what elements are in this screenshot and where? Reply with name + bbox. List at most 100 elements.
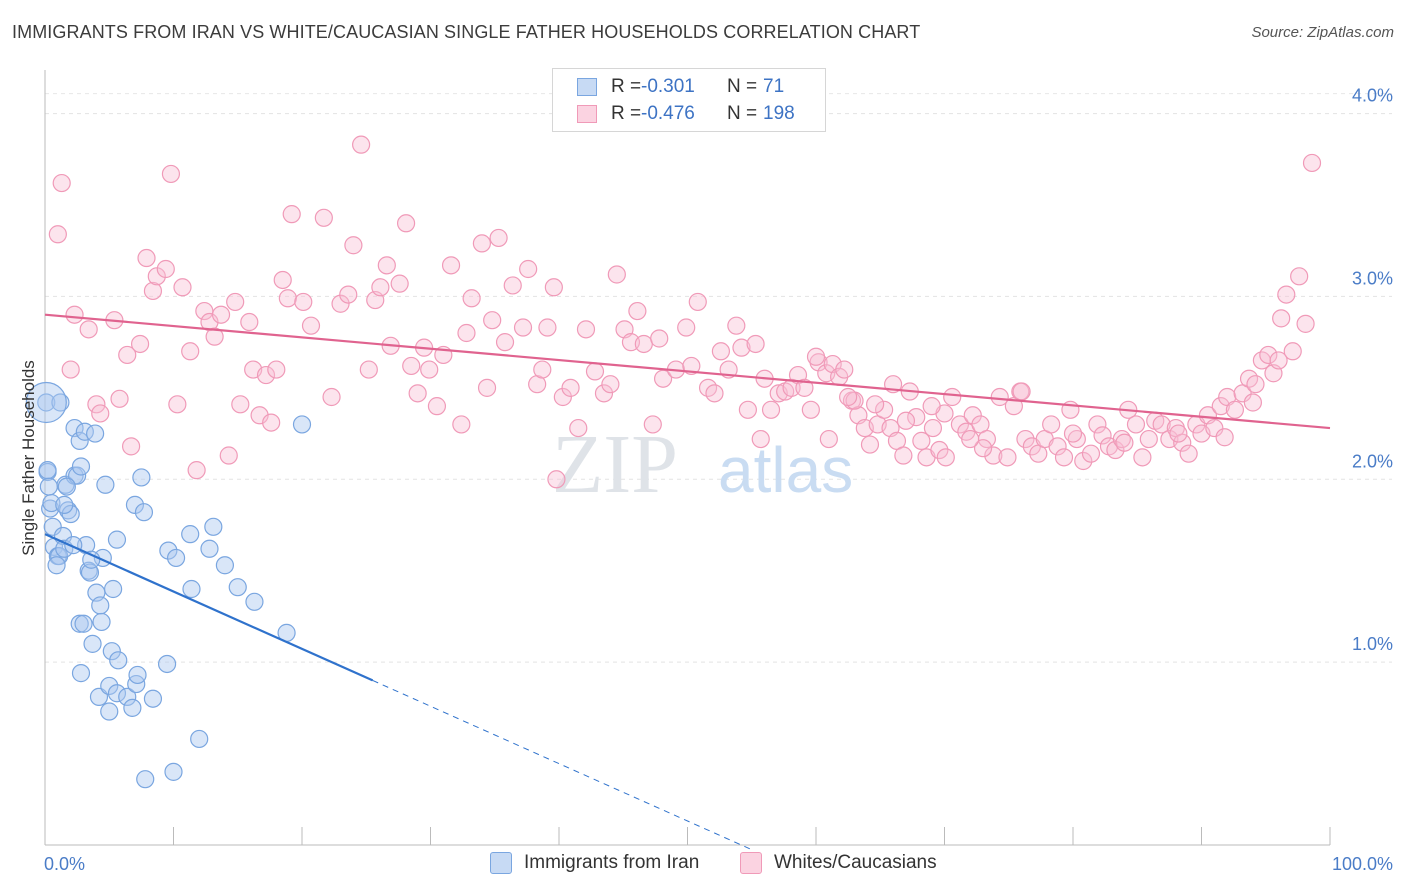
data-point <box>118 345 137 365</box>
legend-n-value: 71 <box>763 76 785 97</box>
data-point <box>164 762 183 781</box>
data-point <box>204 517 223 536</box>
data-point <box>607 265 626 284</box>
data-point <box>157 654 177 674</box>
data-point <box>215 556 234 575</box>
x-tick-label-max: 100.0% <box>1332 854 1393 874</box>
data-point <box>472 234 491 253</box>
data-point <box>457 323 476 343</box>
watermark-zip: ZIP <box>552 418 678 511</box>
data-point <box>973 439 993 458</box>
data-point <box>408 384 427 403</box>
data-point <box>102 642 121 661</box>
data-point <box>894 446 913 465</box>
data-point <box>228 578 247 597</box>
data-point <box>402 356 421 376</box>
data-point <box>70 431 89 450</box>
y-tick-label: 4.0% <box>1352 86 1393 106</box>
data-point <box>104 579 123 599</box>
data-point <box>452 415 471 434</box>
legend-row-whites: R = -0.476 N = 198 <box>577 102 795 126</box>
data-point <box>561 378 580 397</box>
data-point <box>801 400 820 419</box>
data-point <box>569 418 588 438</box>
data-point <box>55 495 74 514</box>
data-point <box>181 525 200 544</box>
data-point <box>912 431 931 450</box>
data-point <box>181 342 200 361</box>
data-point <box>1179 444 1198 463</box>
data-point <box>1173 433 1192 452</box>
data-point <box>866 395 885 414</box>
data-point <box>71 664 91 683</box>
data-point <box>107 684 127 703</box>
data-point <box>86 424 105 443</box>
data-point <box>594 384 614 403</box>
data-point <box>1074 451 1093 471</box>
legend-r-label: R = <box>611 76 642 97</box>
data-point <box>256 365 276 385</box>
watermark-atlas: atlas <box>718 434 853 506</box>
data-point <box>390 274 409 293</box>
data-point <box>1054 448 1074 467</box>
data-point <box>943 387 962 407</box>
data-point <box>711 342 731 361</box>
legend-n-label: N = <box>727 103 758 124</box>
data-point <box>1290 267 1309 286</box>
data-point <box>278 289 297 308</box>
trend-line-iran-extension <box>372 679 752 851</box>
data-point <box>688 292 707 312</box>
data-point <box>65 305 84 324</box>
data-point <box>127 674 146 694</box>
data-point <box>922 397 941 416</box>
data-point <box>396 214 416 233</box>
data-point <box>137 248 156 268</box>
data-point <box>819 429 838 449</box>
data-point <box>738 400 757 419</box>
data-point <box>1277 285 1296 304</box>
data-point <box>219 446 238 465</box>
data-point <box>245 592 264 611</box>
data-point <box>91 596 110 615</box>
data-point <box>143 281 163 301</box>
data-point <box>61 504 80 524</box>
data-point <box>352 135 371 154</box>
bottom-legend-label-whites: Whites/Caucasians <box>774 852 937 873</box>
data-point <box>961 429 980 449</box>
trend-line-iran <box>44 533 374 682</box>
data-point <box>211 305 231 324</box>
data-point <box>37 393 56 412</box>
data-point <box>132 468 151 487</box>
data-point <box>1139 429 1158 449</box>
data-point <box>70 614 89 633</box>
legend-row-iran: R = -0.301 N = 71 <box>577 75 784 99</box>
data-point <box>732 338 751 357</box>
legend-r-label: R = <box>611 103 642 124</box>
data-point <box>896 411 916 430</box>
data-point <box>322 387 341 407</box>
data-point <box>1269 351 1288 370</box>
data-point <box>751 429 770 449</box>
legend-swatch-pink <box>577 105 597 123</box>
trend-lines <box>44 313 1331 851</box>
data-point <box>643 415 662 434</box>
data-point <box>1296 314 1315 333</box>
data-point <box>79 320 98 339</box>
data-point <box>1246 375 1265 394</box>
legend: R = -0.301 N = 71 R = -0.476 N = 198 <box>552 68 826 132</box>
data-point <box>47 556 66 575</box>
data-point <box>634 334 653 354</box>
data-point <box>1272 309 1291 328</box>
data-point <box>503 276 522 295</box>
data-point <box>923 418 943 438</box>
bottom-legend-whites: Whites/Caucasians <box>740 852 937 874</box>
data-point <box>262 413 281 432</box>
axes <box>44 70 1331 846</box>
data-point <box>1211 397 1230 416</box>
bottom-legend-swatch-pink <box>740 852 762 874</box>
data-point <box>168 395 187 414</box>
data-point <box>477 378 497 397</box>
data-point <box>1012 382 1031 401</box>
legend-n-value: 198 <box>763 103 795 124</box>
data-point <box>628 301 647 321</box>
